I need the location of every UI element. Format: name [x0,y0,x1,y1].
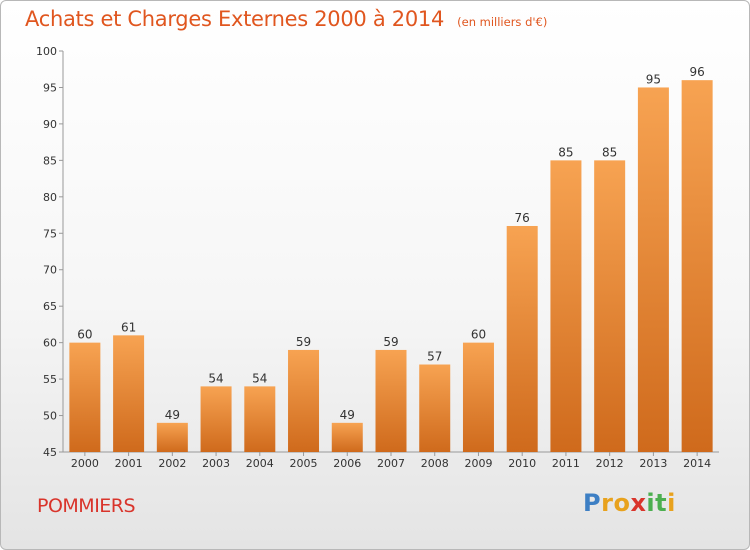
brand-letter: x [630,489,647,517]
x-tick-label-2008: 2008 [421,457,449,470]
value-label-2003: 54 [208,371,223,385]
x-tick-label-2003: 2003 [202,457,230,470]
x-tick-label-2014: 2014 [683,457,711,470]
y-tick-label: 95 [43,81,57,94]
brand-letter: i [646,489,656,517]
bar-2004 [244,386,276,452]
y-tick-label: 100 [36,45,57,58]
chart-bars [69,80,713,453]
x-tick-label-2004: 2004 [246,457,274,470]
bar-2008 [419,364,451,452]
bar-2006 [331,422,363,452]
y-tick-label: 55 [43,373,57,386]
bar-2005 [288,349,320,452]
x-tick-label-2011: 2011 [552,457,580,470]
x-tick-label-2007: 2007 [377,457,405,470]
value-label-2014: 96 [689,65,704,79]
value-label-2009: 60 [471,328,486,342]
chart-title: Achats et Charges Externes 2000 à 2014 [25,7,445,31]
value-label-2012: 85 [602,145,617,159]
bar-2014 [681,80,713,452]
y-tick-label: 60 [43,337,57,350]
x-tick-label-2012: 2012 [596,457,624,470]
y-tick-label: 50 [43,410,57,423]
y-tick-label: 75 [43,227,57,240]
x-tick-label-2000: 2000 [71,457,99,470]
x-tick-label-2005: 2005 [290,457,318,470]
brand-logo: Proxiti [583,489,676,517]
value-label-2001: 61 [121,320,136,334]
brand-letter: t [655,489,668,517]
value-label-2008: 57 [427,350,442,364]
brand-letter: r [601,489,614,517]
y-tick-label: 80 [43,191,57,204]
value-label-2002: 49 [165,408,180,422]
value-label-2007: 59 [383,335,398,349]
chart-axes: 45 50 55 60 65 70 75 80 85 90 95 100 [36,45,719,459]
bar-2011 [550,160,582,452]
brand-letter: i [667,489,676,517]
x-tick-label-2001: 2001 [115,457,143,470]
y-tick-label: 65 [43,300,57,313]
chart-title-row: Achats et Charges Externes 2000 à 2014 (… [25,7,547,31]
value-label-2000: 60 [77,328,92,342]
value-label-2010: 76 [515,211,530,225]
bar-2000 [69,342,101,452]
bar-2010 [506,225,538,452]
value-label-2005: 59 [296,335,311,349]
x-tick-label-2002: 2002 [158,457,186,470]
y-tick-label: 70 [43,264,57,277]
chart-labels: 2000 60 2001 61 2002 49 2003 54 2004 54 2005 59 2006… [71,65,711,470]
bar-2001 [113,335,145,452]
y-tick-label: 90 [43,118,57,131]
bar-2007 [375,349,407,452]
bar-2009 [462,342,494,452]
value-label-2006: 49 [340,408,355,422]
x-tick-label-2009: 2009 [464,457,492,470]
x-tick-label-2010: 2010 [508,457,536,470]
x-tick-label-2006: 2006 [333,457,361,470]
brand-letter: P [583,489,602,517]
x-tick-label-2013: 2013 [639,457,667,470]
chart-subtitle: (en milliers d'€) [457,15,548,29]
value-label-2011: 85 [558,145,573,159]
bar-2003 [200,386,232,452]
bar-2012 [594,160,626,452]
bar-2002 [156,422,188,452]
value-label-2013: 95 [646,72,661,86]
bar-2013 [637,87,669,453]
brand-letter: o [613,489,631,517]
commune-name: POMMIERS [37,495,136,517]
value-label-2004: 54 [252,371,267,385]
y-tick-label: 85 [43,154,57,167]
y-tick-label: 45 [43,446,57,459]
